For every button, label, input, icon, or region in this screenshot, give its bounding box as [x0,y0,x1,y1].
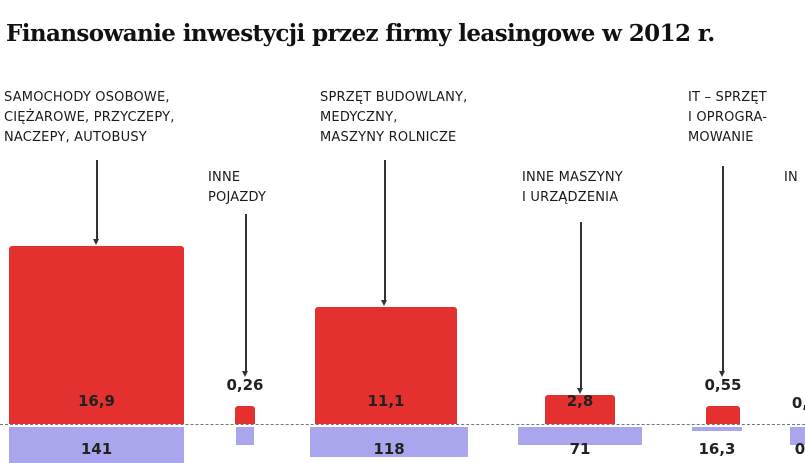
bar-top [9,246,184,424]
category-label: SPRZĘT BUDOWLANY, MEDYCZNY, MASZYNY ROLN… [320,90,468,145]
value-label-top: 0, [791,394,805,412]
value-label-top: 11,1 [367,392,405,410]
category-label: INNE POJAZDY [208,170,267,205]
value-label-top: 2,8 [566,392,594,410]
leader-line [242,214,248,377]
bar-bottom [518,427,642,446]
baseline [0,424,805,425]
category-label: SAMOCHODY OSOBOWE, CIĘŻAROWE, PRZYCZEPY,… [4,90,175,145]
chart-title: Finansowanie inwestycji przez firmy leas… [6,20,715,47]
value-label-top: 0,55 [704,376,742,394]
category-label: IT – SPRZĘT I OPROGRA- MOWANIE [688,90,768,145]
bar-bottom [692,427,742,432]
leader-line [577,222,583,393]
bar-bottom [310,427,468,458]
bar-top [235,406,255,424]
leader-line [381,160,387,307]
category-label: IN [784,170,798,185]
leader-line [719,166,725,377]
value-label-bottom: 16,3 [698,440,736,458]
bar-bottom [236,427,254,445]
value-label-bottom: 71 [569,440,591,458]
value-label-bottom: 0 [794,440,805,458]
bar-top [545,394,615,424]
value-label-bottom: 141 [80,440,113,458]
category-label: INNE MASZYNY I URZĄDZENIA [522,170,623,205]
value-label-bottom: 118 [373,440,405,458]
value-label-top: 0,26 [226,376,264,394]
bar-top [315,307,457,424]
leader-line [93,160,99,245]
bar-bottom [790,427,805,445]
bar-top [706,406,740,424]
value-label-top: 16,9 [77,392,115,410]
